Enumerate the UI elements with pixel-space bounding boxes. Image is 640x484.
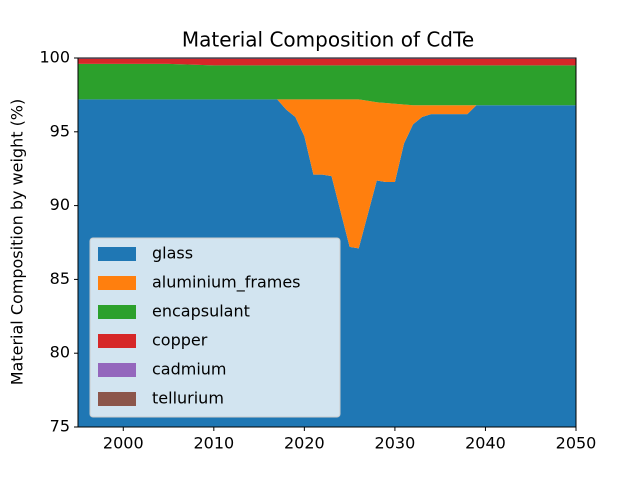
chart-title: Material Composition of CdTe xyxy=(182,28,474,52)
legend-label: encapsulant xyxy=(152,302,250,321)
x-tick-label: 2040 xyxy=(465,434,506,453)
legend-swatch xyxy=(98,334,136,348)
legend-swatch xyxy=(98,305,136,319)
legend-swatch xyxy=(98,276,136,290)
x-tick-label: 2000 xyxy=(103,434,144,453)
legend-swatch xyxy=(98,392,136,406)
x-tick-label: 2020 xyxy=(284,434,325,453)
y-tick-label: 85 xyxy=(50,269,70,288)
legend-label: copper xyxy=(152,331,208,350)
legend-label: cadmium xyxy=(152,360,227,379)
y-tick-label: 100 xyxy=(39,48,70,67)
area xyxy=(78,64,576,105)
legend-swatch xyxy=(98,363,136,377)
y-tick-label: 90 xyxy=(50,195,70,214)
legend-swatch xyxy=(98,247,136,261)
x-tick-label: 2010 xyxy=(193,434,234,453)
y-tick-label: 75 xyxy=(50,417,70,436)
x-tick-label: 2050 xyxy=(556,434,597,453)
legend-label: glass xyxy=(152,244,193,263)
x-tick-label: 2030 xyxy=(375,434,416,453)
y-axis-label: Material Composition by weight (%) xyxy=(8,99,27,386)
legend-label: aluminium_frames xyxy=(152,273,301,293)
y-tick-label: 80 xyxy=(50,343,70,362)
legend-label: tellurium xyxy=(152,389,224,408)
y-tick-label: 95 xyxy=(50,121,70,140)
